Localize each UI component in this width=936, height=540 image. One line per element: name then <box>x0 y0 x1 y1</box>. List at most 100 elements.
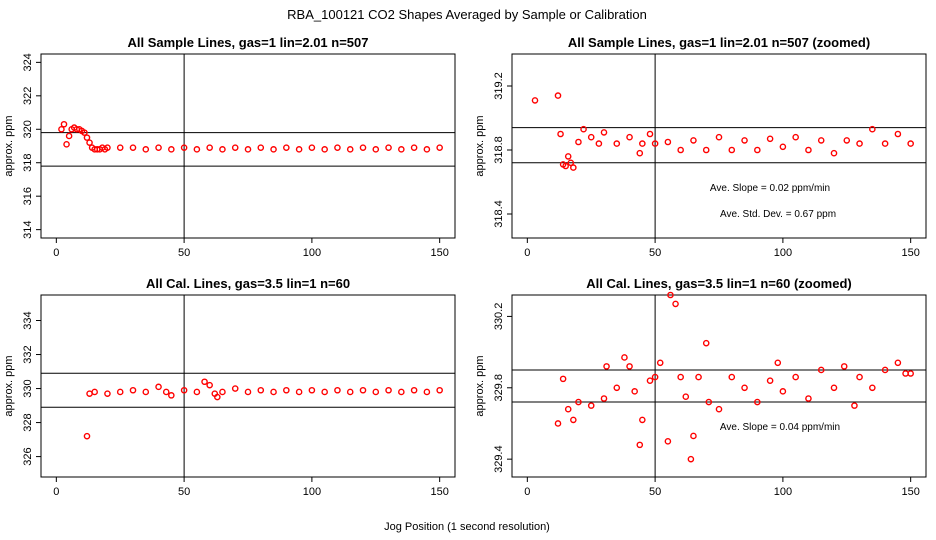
data-point <box>180 386 188 394</box>
data-point <box>792 133 799 141</box>
data-point <box>564 405 572 413</box>
data-point <box>817 366 825 374</box>
y-tick-label: 330 <box>22 379 34 397</box>
x-tick-label: 100 <box>303 247 321 259</box>
y-axis-label: approx. ppm <box>3 115 15 176</box>
data-point <box>646 377 654 384</box>
data-point <box>595 140 603 147</box>
data-point <box>907 140 914 147</box>
y-tick-label: 322 <box>22 87 34 105</box>
data-point <box>244 388 252 396</box>
data-point <box>687 455 695 463</box>
data-point <box>559 375 567 383</box>
y-tick-label: 329.4 <box>493 445 505 473</box>
x-tick-label: 0 <box>53 247 59 259</box>
y-tick-label: 330.2 <box>493 303 505 331</box>
data-point <box>830 149 838 157</box>
data-point <box>856 140 863 147</box>
data-point <box>554 420 562 427</box>
data-point <box>840 363 848 370</box>
figure-x-label: Jog Position (1 second resolution) <box>384 521 550 533</box>
data-point <box>805 146 812 154</box>
x-tick-label: 0 <box>53 486 59 498</box>
data-point <box>398 146 405 153</box>
data-point <box>651 373 659 381</box>
slope-annotation: Ave. Std. Dev. = 0.67 ppm <box>720 209 836 220</box>
data-point <box>295 146 303 153</box>
data-point <box>58 125 65 133</box>
data-point <box>129 386 137 394</box>
data-point <box>193 388 201 396</box>
data-point <box>244 146 252 153</box>
data-point <box>562 162 569 170</box>
data-point <box>155 144 162 151</box>
data-point <box>702 146 710 154</box>
data-point <box>626 363 633 370</box>
x-tick-label: 50 <box>649 486 661 498</box>
data-point <box>830 384 838 392</box>
data-point <box>631 388 638 395</box>
data-point <box>257 144 265 151</box>
panel-title: All Sample Lines, gas=1 lin=2.01 n=507 <box>128 35 369 50</box>
data-point <box>636 441 644 449</box>
data-point <box>83 432 91 440</box>
data-point <box>695 373 702 381</box>
data-point <box>894 359 902 367</box>
data-point <box>869 125 876 133</box>
data-point <box>410 144 418 151</box>
y-tick-label: 316 <box>22 187 34 205</box>
panel-4: All Cal. Lines, gas=3.5 lin=1 n=60 (zoom… <box>474 276 927 498</box>
data-point <box>646 130 654 138</box>
data-point <box>180 144 188 151</box>
data-point <box>91 388 98 396</box>
panel-3: All Cal. Lines, gas=3.5 lin=1 n=60 0 50 100… <box>3 276 456 498</box>
data-point <box>705 398 713 406</box>
data-point <box>531 97 539 104</box>
data-point <box>667 291 674 299</box>
data-point <box>231 144 239 151</box>
plot-frame <box>40 53 456 239</box>
data-point <box>346 388 354 396</box>
data-point <box>231 385 239 392</box>
data-point <box>564 153 572 160</box>
x-tick-label: 150 <box>901 247 919 259</box>
data-point <box>423 388 431 396</box>
x-tick-label: 150 <box>430 247 448 259</box>
figure-title: RBA_100121 CO2 Shapes Averaged by Sample… <box>287 7 647 22</box>
x-tick-label: 100 <box>303 486 321 498</box>
data-point <box>613 384 621 392</box>
data-point <box>600 129 608 136</box>
x-tick-label: 50 <box>178 486 190 498</box>
data-point <box>779 143 787 151</box>
y-tick-label: 320 <box>22 120 34 138</box>
data-point <box>907 370 914 377</box>
data-point <box>83 134 91 141</box>
data-point <box>295 388 303 396</box>
data-point <box>567 159 575 167</box>
y-tick-label: 324 <box>22 53 34 71</box>
data-point <box>664 138 672 146</box>
data-point <box>557 130 564 138</box>
data-point <box>308 386 316 394</box>
data-point <box>575 398 582 406</box>
data-point <box>168 146 175 153</box>
y-tick-label: 319.2 <box>493 72 505 100</box>
data-point <box>554 92 562 99</box>
x-tick-label: 150 <box>901 486 919 498</box>
data-point <box>372 146 380 153</box>
slope-annotation: Ave. Slope = 0.04 ppm/min <box>720 422 840 433</box>
x-tick-label: 100 <box>774 486 792 498</box>
data-point <box>843 137 851 144</box>
data-point <box>613 140 621 147</box>
data-point <box>270 146 277 153</box>
data-point <box>436 144 443 151</box>
data-point <box>587 133 595 141</box>
data-point <box>672 300 679 308</box>
data-point <box>270 388 277 396</box>
data-point <box>359 144 367 151</box>
y-tick-label: 326 <box>22 447 34 465</box>
data-point <box>346 146 354 153</box>
data-point <box>856 373 863 381</box>
data-point <box>206 381 213 389</box>
